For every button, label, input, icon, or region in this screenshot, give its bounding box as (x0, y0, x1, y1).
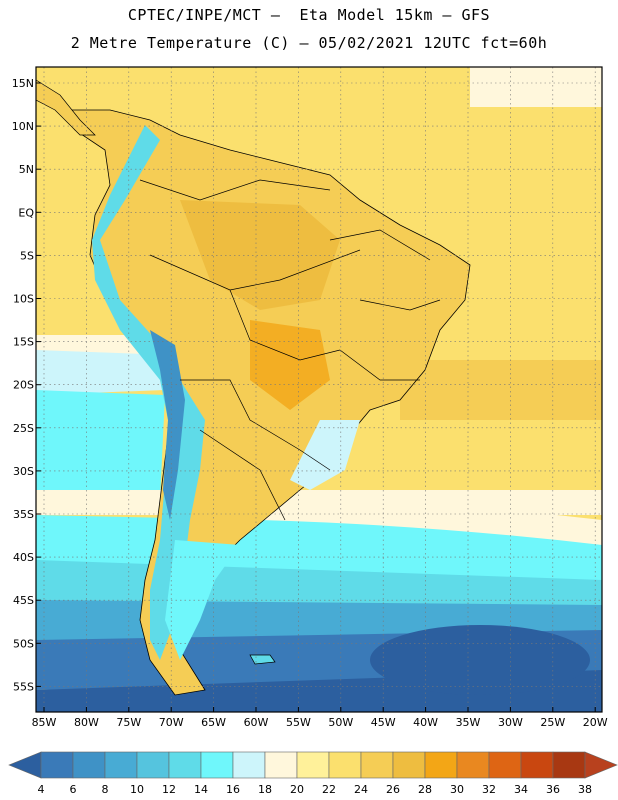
colorbar-cell (456, 751, 490, 779)
longitude-label: 25W (540, 716, 565, 729)
map-band (250, 320, 330, 410)
map-band (400, 360, 602, 420)
colorbar-label: 36 (546, 783, 560, 796)
longitude-label: 75W (116, 716, 141, 729)
latitude-label: 15S (13, 336, 34, 349)
colorbar-label: 20 (290, 783, 304, 796)
latitude-label: 10S (13, 293, 34, 306)
colorbar-cell (104, 751, 138, 779)
longitude-label: 65W (201, 716, 226, 729)
map-band (370, 625, 590, 695)
colorbar-label: 32 (482, 783, 496, 796)
colorbar-cell (40, 751, 74, 779)
latitude-labels: 15N 10N 5N EQ 5S 10S 15S 20S 25S 30S 35S 40S 45S 50S 5… (12, 77, 35, 693)
colorbar-cell (232, 751, 266, 779)
temperature-colorbar: 4 6 8 10 12 14 16 18 20 22 24 26 28 30 32 34 36 38 (8, 751, 618, 796)
map-band (92, 125, 205, 660)
colorbar-label: 34 (514, 783, 528, 796)
colorbar-label: 8 (102, 783, 109, 796)
latitude-label: EQ (18, 206, 34, 219)
map-grid (36, 67, 602, 712)
longitude-label: 40W (413, 716, 438, 729)
longitude-label: 70W (159, 716, 184, 729)
colorbar-label: 26 (386, 783, 400, 796)
longitude-label: 80W (74, 716, 99, 729)
colorbar-label: 18 (258, 783, 272, 796)
colorbar-label: 28 (418, 783, 432, 796)
colorbar-cell (200, 751, 234, 779)
colorbar-cell (168, 751, 202, 779)
colorbar-cell (392, 751, 426, 779)
colorbar-label: 24 (354, 783, 368, 796)
colorbar-label: 14 (194, 783, 208, 796)
colorbar-label: 12 (162, 783, 176, 796)
latitude-label: 55S (13, 680, 34, 693)
latitude-label: 35S (13, 508, 34, 521)
latitude-label: 40S (13, 551, 34, 564)
longitude-label: 30W (498, 716, 523, 729)
latitude-label: 45S (13, 594, 34, 607)
map-band (150, 330, 185, 520)
latitude-label: 15N (12, 77, 34, 90)
country-borders (139, 179, 441, 521)
longitude-labels: 85W 80W 75W 70W 65W 60W 55W 50W 45W 40W 35W 30W 25W 2… (32, 716, 608, 729)
longitude-label: 55W (286, 716, 311, 729)
map-band (470, 67, 602, 107)
longitude-label: 45W (371, 716, 396, 729)
longitude-label: 50W (328, 716, 353, 729)
latitude-label: 20S (13, 379, 34, 392)
colorbar-cell (552, 751, 586, 779)
colorbar-cell (424, 751, 458, 779)
colorbar-label: 4 (38, 783, 45, 796)
map-band (36, 350, 170, 395)
colorbar-cell (488, 751, 522, 779)
latitude-label: 5S (20, 249, 34, 262)
colorbar-label: 38 (578, 783, 592, 796)
colorbar-label: 6 (70, 783, 77, 796)
colorbar-label: 30 (450, 783, 464, 796)
colorbar-cell (296, 751, 330, 779)
colorbar-arrow-low (8, 751, 42, 779)
longitude-label: 85W (32, 716, 57, 729)
colorbar-cell (72, 751, 106, 779)
colorbar-label: 16 (226, 783, 240, 796)
central-america-landmass (35, 79, 96, 136)
latitude-label: 5N (19, 163, 34, 176)
colorbar-cell (520, 751, 554, 779)
map-band (36, 390, 165, 500)
colorbar-cell (328, 751, 362, 779)
chart-subtitle: 2 Metre Temperature (C) – 05/02/2021 12U… (70, 34, 548, 52)
colorbar-cell (136, 751, 170, 779)
colorbar-cell (360, 751, 394, 779)
map-band (290, 420, 360, 490)
latitude-label: 10N (12, 120, 34, 133)
colorbar-cell (264, 751, 298, 779)
colorbar-label: 10 (130, 783, 144, 796)
map-band (180, 200, 340, 310)
longitude-label: 35W (456, 716, 481, 729)
longitude-label: 20W (583, 716, 608, 729)
latitude-label: 25S (13, 422, 34, 435)
chart-title: CPTEC/INPE/MCT – Eta Model 15km – GFS (127, 6, 491, 24)
temperature-map: 15N 10N 5N EQ 5S 10S 15S 20S 25S 30S 35S 40S 45S 50S 5… (12, 66, 608, 729)
map-frame (35, 66, 603, 713)
latitude-label: 50S (13, 637, 34, 650)
latitude-label: 30S (13, 465, 34, 478)
longitude-label: 60W (244, 716, 269, 729)
colorbar-label: 22 (322, 783, 336, 796)
colorbar-arrow-high (584, 751, 618, 779)
